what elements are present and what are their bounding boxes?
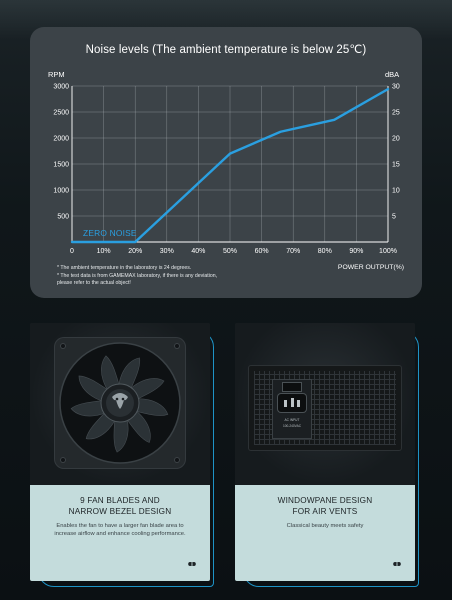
brand-logo-icon [393, 562, 401, 566]
x-tick-label: 10% [97, 248, 111, 255]
y-left-tick-label: 500 [57, 214, 69, 221]
y-right-tick-label: 5 [392, 214, 396, 221]
y-left-tick-label: 2000 [53, 136, 69, 143]
caption-vents: WINDOWPANE DESIGN FOR AIR VENTS Classica… [235, 485, 415, 581]
card-panel: 9 FAN BLADES AND NARROW BEZEL DESIGN Ena… [30, 323, 210, 581]
noise-curve-line [70, 87, 390, 244]
chart-title: Noise levels (The ambient temperature is… [85, 44, 367, 56]
noise-chart-card: Noise levels (The ambient temperature is… [30, 27, 422, 298]
feature-card-fan: 9 FAN BLADES AND NARROW BEZEL DESIGN Ena… [30, 323, 214, 587]
x-tick-label: 30% [160, 248, 174, 255]
power-switch-icon [283, 383, 301, 391]
y-right-tick-label: 25 [392, 110, 400, 117]
screw-icon [174, 457, 180, 463]
x-tick-label: 100% [379, 248, 397, 255]
fan-icon [54, 337, 186, 469]
x-tick-label: 0 [70, 248, 74, 255]
y-left-axis-label: RPM [48, 70, 65, 79]
card-panel: AC INPUT 100-240VAC WINDOWPANE DESIGN FO… [235, 323, 415, 581]
y-right-axis-label: dBA [385, 70, 399, 79]
plate-label-2: 100-240VAC [282, 424, 301, 428]
y-right-tick-label: 30 [392, 84, 400, 91]
fan-blades-icon [59, 342, 181, 464]
feature-card-vents: AC INPUT 100-240VAC WINDOWPANE DESIGN FO… [235, 323, 419, 587]
x-tick-label: 80% [318, 248, 332, 255]
footnote-1: * The ambient temperature in the laborat… [57, 265, 192, 271]
psu-photo: AC INPUT 100-240VAC [235, 323, 415, 485]
y-left-tick-label: 1000 [53, 188, 69, 195]
fan-photo [30, 323, 210, 485]
y-left-tick-label: 3000 [53, 84, 69, 91]
psu-plate: AC INPUT 100-240VAC [273, 380, 311, 438]
caption-fan: 9 FAN BLADES AND NARROW BEZEL DESIGN Ena… [30, 485, 210, 581]
x-tick-label: 20% [128, 248, 142, 255]
x-axis-label: POWER OUTPUT(%) [338, 264, 404, 271]
zero-noise-annotation: ZERO NOISE [83, 228, 137, 238]
x-tick-label: 50% [223, 248, 237, 255]
x-tick-label: 70% [286, 248, 300, 255]
feature-description: Enables the fan to have a larger fan bla… [54, 523, 186, 537]
noise-chart: 0 10% 20% 30% 40% 50% 60% 70% 80% 90% 100% 500 1000 1… [48, 70, 404, 271]
plate-label-1: AC INPUT [284, 418, 300, 422]
footnote-3: please refer to the actual object! [57, 280, 131, 286]
power-socket-icon [278, 394, 306, 412]
y-right-tick-label: 10 [392, 188, 400, 195]
screw-icon [174, 343, 180, 349]
feature-title: 9 FAN BLADES AND NARROW BEZEL DESIGN [68, 496, 172, 516]
y-right-tick-label: 15 [392, 162, 400, 169]
feature-description: Classical beauty meets safety [286, 523, 364, 529]
x-tick-label: 40% [191, 248, 205, 255]
feature-title: WINDOWPANE DESIGN FOR AIR VENTS [277, 496, 373, 516]
screw-icon [60, 343, 66, 349]
footnote-2: * The test data is from GAMEMAX laborato… [57, 272, 218, 279]
brand-logo-icon [188, 562, 196, 566]
x-tick-label: 90% [349, 248, 363, 255]
y-left-tick-label: 1500 [53, 162, 69, 169]
x-tick-label: 60% [255, 248, 269, 255]
psu-back-panel-icon: AC INPUT 100-240VAC [249, 366, 401, 450]
screw-icon [60, 457, 66, 463]
y-right-tick-label: 20 [392, 136, 400, 143]
y-left-tick-label: 2500 [53, 110, 69, 117]
